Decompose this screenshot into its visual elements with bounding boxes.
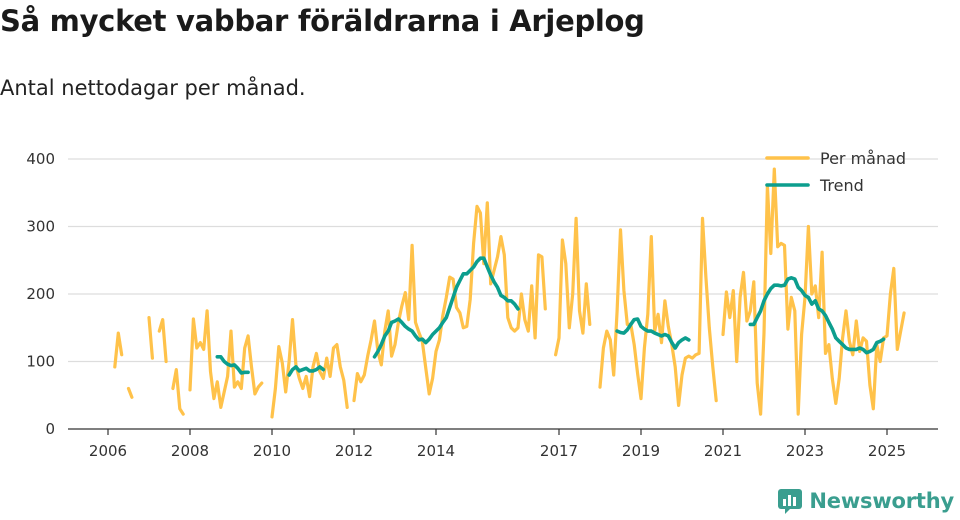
legend-label: Per månad: [820, 149, 906, 168]
x-axis: 2006 2008 2010 2012 2014 2017 2019 2021 2023 2025: [68, 428, 938, 460]
series-line-segment: [215, 355, 250, 375]
series-line-segment: [554, 216, 592, 357]
x-tick-label: 2006: [89, 442, 127, 460]
x-tick-label: 2019: [622, 442, 660, 460]
x-tick-label: 2025: [868, 442, 906, 460]
series-per-manad: [113, 167, 906, 419]
series-line-segment: [598, 216, 718, 407]
newsworthy-icon: [778, 489, 803, 514]
series-line-segment: [171, 368, 185, 416]
series-line-segment: [352, 201, 547, 403]
series-line-segment: [372, 256, 520, 359]
legend: Per månad Trend: [765, 149, 906, 195]
x-tick-label: 2008: [171, 442, 209, 460]
x-tick-label: 2010: [253, 442, 291, 460]
y-tick-label: 200: [26, 285, 55, 303]
series-line-segment: [721, 167, 906, 416]
series-line-segment: [270, 318, 349, 419]
chart-title: Så mycket vabbar föräldrarna i Arjeplog: [0, 4, 645, 38]
brand-name: Newsworthy: [809, 489, 954, 513]
series-lines: [113, 167, 906, 419]
series-line-segment: [157, 318, 168, 364]
y-tick-label: 0: [45, 420, 55, 438]
y-axis-ticks: 0 100 200 300 400: [26, 150, 55, 438]
y-tick-label: 400: [26, 150, 55, 168]
x-tick-label: 2017: [540, 442, 578, 460]
series-trend: [215, 256, 886, 377]
chart-subtitle: Antal nettodagar per månad.: [0, 76, 306, 100]
x-tick-label: 2012: [335, 442, 373, 460]
y-tick-label: 300: [26, 218, 55, 236]
series-line-segment: [113, 331, 124, 369]
x-tick-label: 2021: [704, 442, 742, 460]
series-line-segment: [615, 317, 691, 350]
series-line-segment: [126, 386, 134, 399]
brand-logo: Newsworthy: [777, 488, 954, 514]
series-line-segment: [287, 365, 326, 377]
y-tick-label: 100: [26, 353, 55, 371]
series-line-segment: [748, 276, 886, 355]
series-line-segment: [147, 316, 154, 360]
series-line-segment: [188, 309, 264, 409]
x-tick-label: 2023: [786, 442, 824, 460]
legend-label: Trend: [819, 176, 864, 195]
x-tick-label: 2014: [417, 442, 455, 460]
